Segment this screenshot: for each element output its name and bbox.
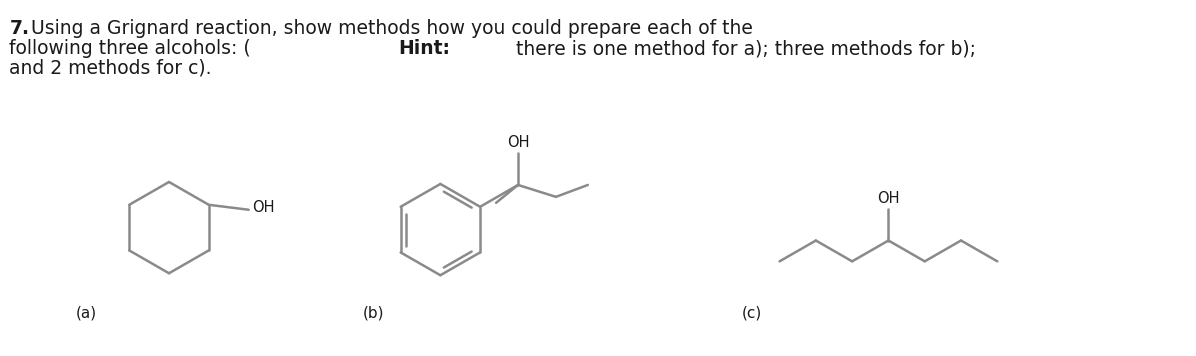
Text: (c): (c) (742, 305, 762, 320)
Text: OH: OH (251, 200, 274, 215)
Text: OH: OH (877, 191, 899, 206)
Text: Using a Grignard reaction, show methods how you could prepare each of the: Using a Grignard reaction, show methods … (31, 19, 753, 38)
Text: OH: OH (507, 135, 530, 150)
Text: (a): (a) (77, 305, 97, 320)
Text: (b): (b) (362, 305, 384, 320)
Text: Hint:: Hint: (398, 39, 450, 58)
Text: and 2 methods for c).: and 2 methods for c). (10, 59, 212, 78)
Text: following three alcohols: (: following three alcohols: ( (10, 39, 251, 58)
Text: there is one method for a); three methods for b);: there is one method for a); three method… (509, 39, 976, 58)
Text: 7.: 7. (10, 19, 30, 38)
